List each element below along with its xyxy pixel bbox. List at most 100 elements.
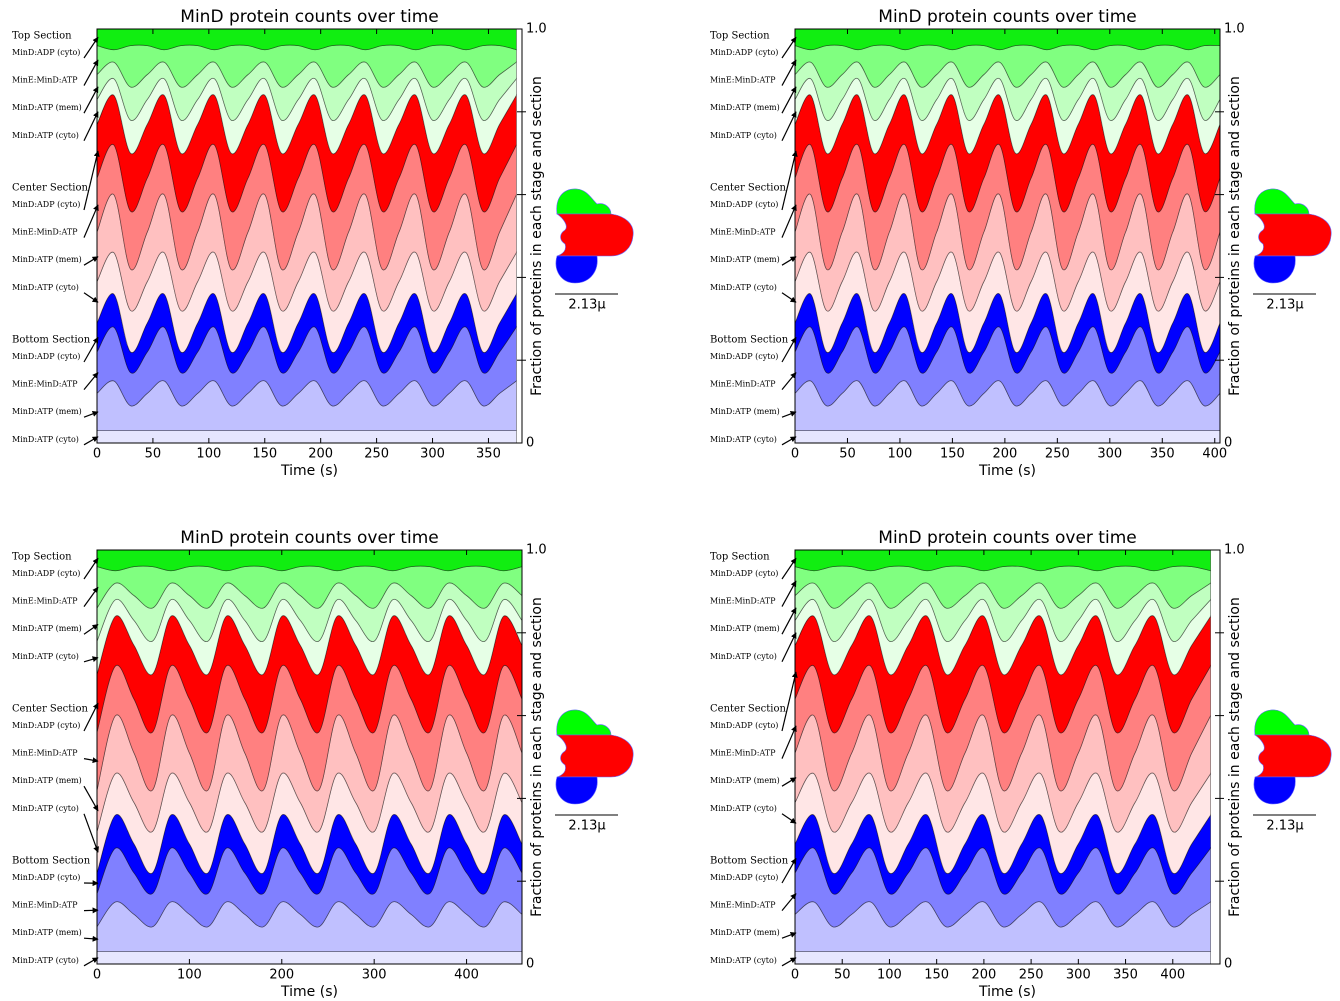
cell-top <box>557 189 611 214</box>
legend-arrow <box>782 814 796 823</box>
legend-arrow <box>84 412 98 417</box>
legend-arrow <box>782 726 796 759</box>
cell-center <box>557 214 633 256</box>
x-axis-label: Time (s) <box>280 984 338 1000</box>
x-tick-label: 250 <box>1045 447 1070 462</box>
stack-area <box>97 29 516 50</box>
cell-bottom <box>556 256 597 283</box>
x-axis-label: Time (s) <box>280 463 338 479</box>
cell-icon <box>556 189 633 283</box>
x-tick-label: 300 <box>420 447 445 462</box>
cell-bottom <box>1254 256 1295 283</box>
y-tick-label: 0 <box>526 436 534 451</box>
legend-arrow <box>782 112 796 141</box>
legend-label: MinD:ADP (cyto) <box>12 48 80 57</box>
legend-arrow <box>84 205 98 238</box>
legend-arrow <box>84 587 98 606</box>
cell-icon <box>1254 189 1331 283</box>
cell-top <box>1255 710 1309 735</box>
x-tick-label: 350 <box>1150 447 1175 462</box>
chart-title: MinD protein counts over time <box>878 528 1136 548</box>
areas <box>795 550 1211 964</box>
section-label: Center Section <box>12 183 89 194</box>
legend-label: MinD:ATP (mem) <box>710 928 780 937</box>
cell-icon <box>556 710 633 804</box>
legend-label: MinD:ATP (cyto) <box>12 804 79 813</box>
y-tick-label: 0 <box>1224 957 1232 972</box>
stack-area <box>795 431 1220 443</box>
legend-label: MinD:ATP (cyto) <box>12 435 79 444</box>
y-tick-label: 0 <box>526 957 534 972</box>
areas <box>97 550 522 964</box>
x-tick-label: 200 <box>269 968 294 983</box>
section-label: Top Section <box>12 552 72 563</box>
legend-label: MinD:ATP (mem) <box>12 255 82 264</box>
legend-label: MinD:ATP (mem) <box>12 624 82 633</box>
stack-area <box>97 431 516 443</box>
x-tick-label: 200 <box>971 968 996 983</box>
legend-label: MinD:ATP (cyto) <box>12 652 79 661</box>
chart-panel: 010020030040001.0MinD protein counts ove… <box>12 528 633 1000</box>
y-tick-label: 0 <box>1224 436 1232 451</box>
legend-arrow <box>782 37 796 58</box>
legend-arrow <box>782 373 796 390</box>
legend-arrow <box>782 672 796 731</box>
section-label: Bottom Section <box>710 856 789 867</box>
legend-arrow <box>782 778 796 787</box>
legend-label: MinE:MinD:ATP <box>710 901 776 910</box>
legend-arrow <box>782 151 796 210</box>
legend-arrow <box>84 112 98 141</box>
section-label: Center Section <box>710 183 787 194</box>
x-tick-label: 200 <box>308 447 333 462</box>
legend-arrow <box>84 60 98 86</box>
legend-label: MinD:ATP (cyto) <box>12 283 79 292</box>
y-axis-label: Fraction of proteins in each stage and s… <box>1227 76 1243 396</box>
x-tick-label: 0 <box>791 447 799 462</box>
x-axis-label: Time (s) <box>978 463 1036 479</box>
legend-label: MinE:MinD:ATP <box>12 901 78 910</box>
legend-label: MinD:ATP (mem) <box>710 407 780 416</box>
legend-label: MinE:MinD:ATP <box>710 380 776 389</box>
legend-label: MinE:MinD:ATP <box>12 749 78 758</box>
legend-arrow <box>84 658 98 662</box>
scale-label: 2.13μ <box>568 819 605 834</box>
legend-label: MinD:ATP (mem) <box>710 103 780 112</box>
cell-top <box>1255 189 1309 214</box>
cell-bottom <box>1254 777 1295 804</box>
x-tick-label: 100 <box>888 447 913 462</box>
areas <box>795 29 1220 443</box>
stack-area <box>795 952 1211 964</box>
chart-title: MinD protein counts over time <box>180 7 438 27</box>
legend-arrow <box>84 437 98 445</box>
legend-label: MinE:MinD:ATP <box>710 597 776 606</box>
section-label: Top Section <box>710 552 770 563</box>
cell-bottom <box>556 777 597 804</box>
x-tick-label: 50 <box>145 447 162 462</box>
legend-label: MinD:ADP (cyto) <box>710 200 778 209</box>
legend-arrow <box>84 87 98 113</box>
legend-label: MinD:ADP (cyto) <box>710 48 778 57</box>
legend-label: MinE:MinD:ATP <box>710 228 776 237</box>
x-tick-label: 100 <box>177 968 202 983</box>
section-label: Bottom Section <box>12 856 91 867</box>
legend-label: MinD:ATP (cyto) <box>710 435 777 444</box>
legend-label: MinE:MinD:ATP <box>12 597 78 606</box>
x-tick-label: 0 <box>93 447 101 462</box>
legend-label: MinD:ATP (mem) <box>12 103 82 112</box>
legend-arrow <box>782 894 796 911</box>
legend-label: MinD:ADP (cyto) <box>12 873 80 882</box>
x-tick-label: 300 <box>1066 968 1091 983</box>
legend-label: MinD:ATP (mem) <box>710 776 780 785</box>
x-tick-label: 200 <box>992 447 1017 462</box>
x-tick-label: 0 <box>791 968 799 983</box>
legend-label: MinD:ATP (mem) <box>12 407 82 416</box>
legend-arrow <box>84 293 98 302</box>
legend-arrow <box>782 608 796 634</box>
legend-label: MinD:ATP (cyto) <box>710 131 777 140</box>
x-tick-label: 250 <box>364 447 389 462</box>
cell-center <box>557 735 633 777</box>
x-tick-label: 50 <box>839 447 856 462</box>
x-tick-label: 350 <box>476 447 501 462</box>
y-tick-label: 1.0 <box>1224 543 1245 558</box>
